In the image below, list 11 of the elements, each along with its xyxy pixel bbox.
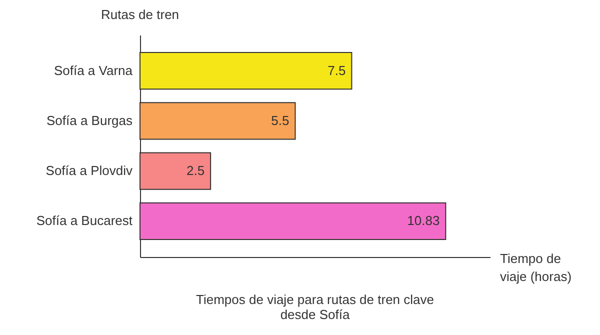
y-tick-label: Sofía a Varna [54, 62, 134, 78]
x-axis-title: Tiempo de viaje (horas) [500, 251, 572, 284]
y-axis-title: Rutas de tren [100, 7, 180, 22]
y-tick-label: Sofía a Bucarest [36, 213, 133, 228]
data-label: 10.83 [407, 213, 440, 228]
data-label: 5.5 [271, 112, 290, 128]
y-tick-label: Sofía a Burgas [46, 112, 133, 128]
data-label: 2.5 [186, 163, 205, 178]
text: Tiempos de viaje para rutas de tren clave desde Sofía [196, 292, 434, 322]
y-tick-label: Sofía a Plovdiv [46, 163, 133, 178]
data-label: 7.5 [328, 62, 346, 78]
